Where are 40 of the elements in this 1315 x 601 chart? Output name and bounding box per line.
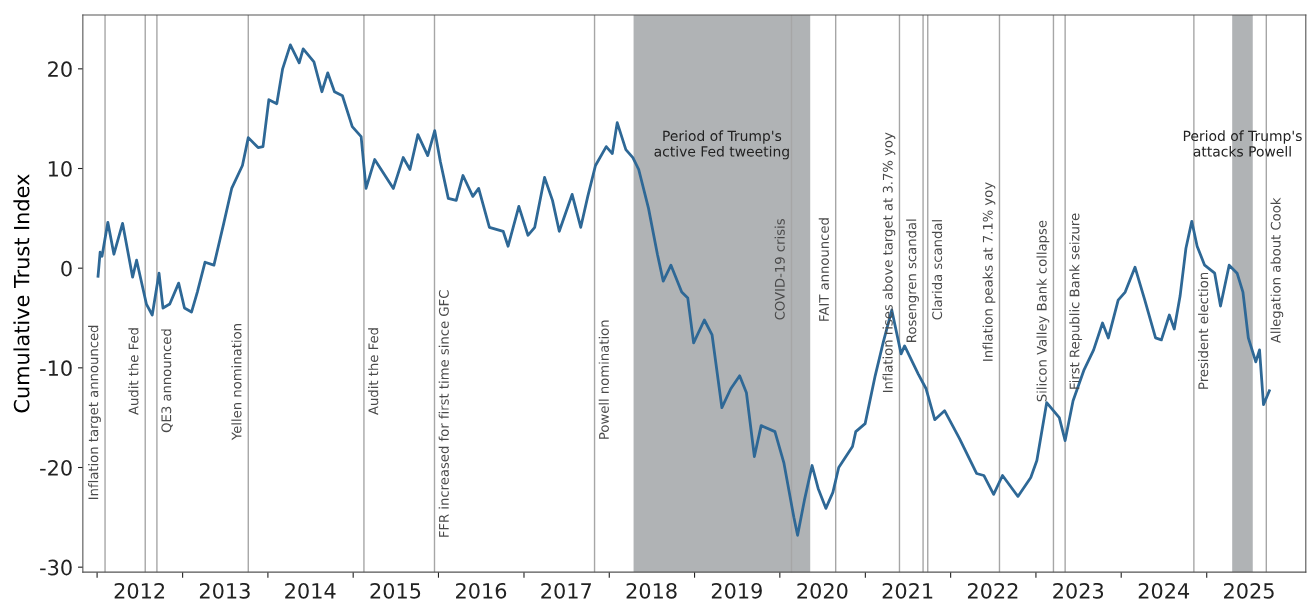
ref-line-label: Silicon Valley Bank collapse <box>1036 220 1050 402</box>
ref-line-label: QE3 announced <box>161 329 173 433</box>
ref-line-label: Clarida scandal <box>931 220 943 320</box>
ref-line-label: Rosengren scandal <box>906 219 919 342</box>
x-tick-label: 2020 <box>797 582 848 599</box>
x-tick-label: 2015 <box>370 582 421 599</box>
x-tick-label: 2019 <box>711 582 762 599</box>
ref-line-label: COVID-19 crisis <box>774 219 785 320</box>
ref-line-label: First Republic Bank seizure <box>1069 213 1083 389</box>
x-tick-label: 2018 <box>626 582 677 599</box>
x-tick-label: 2014 <box>285 582 336 599</box>
ref-line-label: FAIT announced <box>818 218 829 321</box>
x-tick-label: 2024 <box>1138 582 1190 599</box>
x-tick-label: 2025 <box>1224 582 1274 599</box>
x-tick-label: 2017 <box>541 582 592 599</box>
ref-line-label: Inflation target announced <box>88 325 101 499</box>
band-label: Period of Trump's attacks Powell <box>1183 130 1302 157</box>
y-tick-label: 10 <box>48 160 72 177</box>
ref-line-label: Inflation peaks at 7.1% yoy <box>982 182 996 361</box>
ref-line-label: Powell nomination <box>598 320 609 439</box>
y-axis-title: Cumulative Trust Index <box>13 174 30 413</box>
x-tick-label: 2013 <box>199 582 250 599</box>
ref-line-label: President election <box>1198 272 1209 389</box>
y-tick-label: -10 <box>40 360 72 377</box>
y-tick-label: 20 <box>48 61 72 78</box>
ref-line-label: Yellen nomination <box>231 324 242 441</box>
x-tick-label: 2022 <box>967 582 1018 599</box>
ref-line-label: FFR increased for first time since GFC <box>438 290 449 537</box>
x-tick-label: 2021 <box>882 582 933 599</box>
ref-line-label: Audit the Fed <box>368 328 379 415</box>
ref-line-label: Allegation about Cook <box>1270 197 1284 344</box>
ref-line-label: Audit the Fed <box>128 328 139 415</box>
y-tick-label: -20 <box>40 459 72 476</box>
x-tick-label: 2023 <box>1053 582 1104 599</box>
x-tick-label: 2016 <box>456 582 507 599</box>
x-tick-label: 2012 <box>114 582 165 599</box>
band-label: Period of Trump's active Fed tweeting <box>654 130 789 160</box>
y-tick-label: 0 <box>61 260 72 277</box>
ref-line-label: Inflation rises above target at 3.7% yoy <box>882 132 896 393</box>
y-tick-label: -30 <box>40 559 72 576</box>
